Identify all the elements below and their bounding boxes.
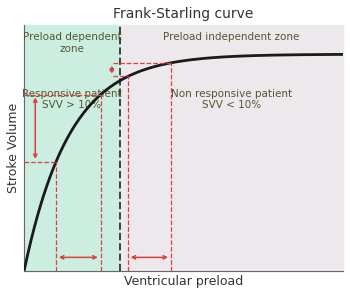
Text: Responsive patient
SVV > 10%: Responsive patient SVV > 10% (22, 89, 122, 110)
Bar (120, 25, 343, 271)
Text: Preload independent zone: Preload independent zone (163, 32, 300, 42)
Y-axis label: Stroke Volume: Stroke Volume (7, 103, 20, 193)
X-axis label: Ventricular preload: Ventricular preload (124, 275, 243, 288)
Text: Preload dependent
zone: Preload dependent zone (23, 32, 121, 54)
Title: Frank-Starling curve: Frank-Starling curve (113, 7, 254, 21)
Text: Non responsive patient
SVV < 10%: Non responsive patient SVV < 10% (171, 89, 292, 110)
Bar (24, 25, 120, 271)
